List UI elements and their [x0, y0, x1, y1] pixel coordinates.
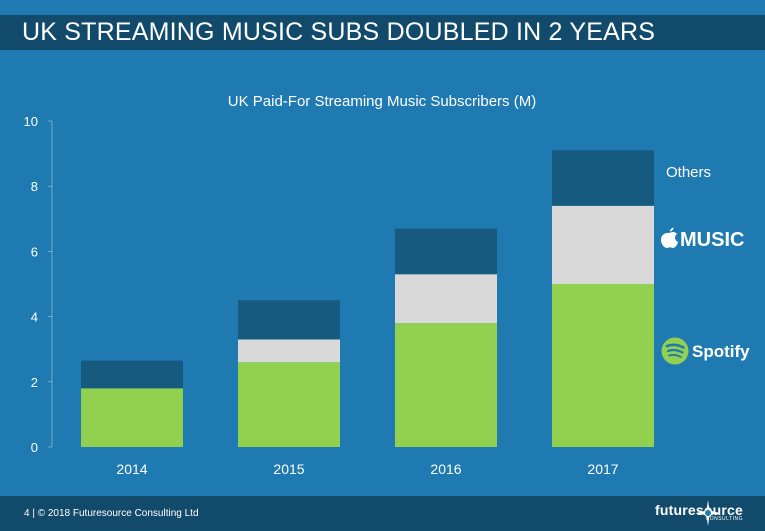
chart-title: UK Paid-For Streaming Music Subscribers … [228, 93, 536, 110]
bar-segment-others-2014 [81, 360, 183, 389]
legend-spotify: Spotify [692, 342, 750, 361]
bar-segment-music-2017 [552, 205, 654, 284]
bar-segment-music-2016 [395, 274, 497, 324]
x-category-label: 2015 [273, 461, 304, 477]
y-tick-label: 8 [31, 179, 38, 194]
bar-segment-spotify-2014 [81, 388, 183, 447]
y-tick-label: 6 [31, 244, 38, 259]
legend-others: Others [666, 164, 711, 181]
sparkle-icon [696, 500, 720, 526]
bar-segment-spotify-2017 [552, 284, 654, 447]
x-category-label: 2014 [116, 461, 147, 477]
bar-segment-others-2015 [238, 300, 340, 340]
footer-bar: 4 | © 2018 Futuresource Consulting Ltd f… [0, 496, 765, 531]
y-tick-label: 0 [31, 440, 38, 455]
title-bar: UK STREAMING MUSIC SUBS DOUBLED IN 2 YEA… [0, 15, 765, 50]
footer-copyright: 4 | © 2018 Futuresource Consulting Ltd [24, 508, 199, 519]
x-category-label: 2016 [430, 461, 461, 477]
logo-subtitle: CONSULTING [705, 516, 743, 522]
bar-segment-spotify-2016 [395, 323, 497, 447]
page-title: UK STREAMING MUSIC SUBS DOUBLED IN 2 YEA… [22, 18, 656, 46]
bar-segment-others-2016 [395, 228, 497, 275]
y-tick-label: 10 [24, 114, 38, 129]
y-tick-label: 4 [31, 310, 38, 325]
apple-logo-icon [661, 227, 678, 248]
legend-apple-music: MUSIC [680, 229, 744, 251]
spotify-logo-icon [661, 337, 689, 365]
bar-segment-others-2017 [552, 150, 654, 206]
bar-segment-music-2015 [238, 339, 340, 363]
x-category-label: 2017 [587, 461, 618, 477]
logo-wordmark: futuresource [655, 502, 743, 518]
y-tick-label: 2 [31, 375, 38, 390]
bar-segment-spotify-2015 [238, 362, 340, 447]
futuresource-logo: futuresource CONSULTING [655, 500, 743, 526]
